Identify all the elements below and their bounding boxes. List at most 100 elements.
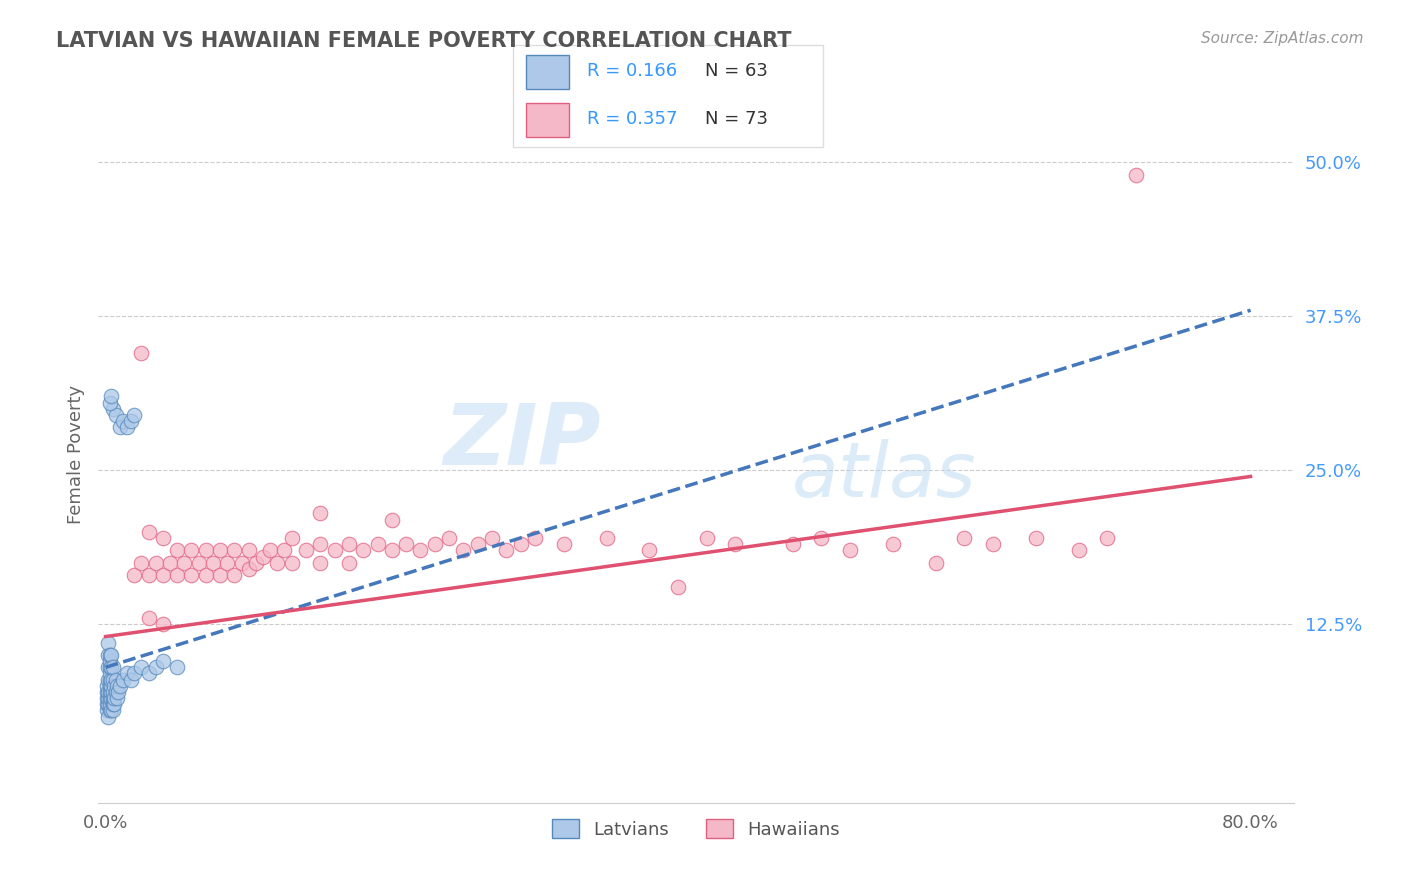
Point <box>423 537 446 551</box>
Point <box>98 648 121 662</box>
Point <box>131 556 153 570</box>
Point <box>104 673 127 687</box>
Point <box>101 691 124 706</box>
Point <box>201 556 224 570</box>
Point <box>97 685 120 699</box>
Point <box>523 531 546 545</box>
Point <box>481 531 503 545</box>
Point <box>259 543 281 558</box>
Point <box>100 389 122 403</box>
Point <box>337 556 360 570</box>
Point <box>1125 168 1147 182</box>
Point <box>100 703 122 717</box>
Text: LATVIAN VS HAWAIIAN FEMALE POVERTY CORRELATION CHART: LATVIAN VS HAWAIIAN FEMALE POVERTY CORRE… <box>56 31 792 51</box>
Point <box>409 543 432 558</box>
Point <box>96 703 118 717</box>
Point <box>323 543 346 558</box>
Point <box>467 537 489 551</box>
Point <box>309 537 332 551</box>
Point <box>266 556 288 570</box>
Point <box>209 543 232 558</box>
Point <box>159 556 181 570</box>
Point <box>100 685 122 699</box>
Point <box>138 611 160 625</box>
Point <box>100 648 122 662</box>
Point <box>238 543 260 558</box>
Point <box>108 420 131 434</box>
Point <box>138 524 160 539</box>
Point <box>122 568 145 582</box>
Y-axis label: Female Poverty: Female Poverty <box>66 385 84 524</box>
Point <box>115 666 138 681</box>
Text: atlas: atlas <box>792 439 976 513</box>
Point <box>122 408 145 422</box>
Point <box>101 698 124 712</box>
Point <box>166 660 188 674</box>
Point <box>98 703 121 717</box>
Point <box>367 537 389 551</box>
Point <box>120 414 142 428</box>
Point <box>103 698 125 712</box>
FancyBboxPatch shape <box>513 45 823 147</box>
Point <box>101 660 124 674</box>
Point <box>925 556 948 570</box>
Point <box>882 537 904 551</box>
Point <box>101 673 124 687</box>
Point <box>509 537 531 551</box>
Point <box>295 543 318 558</box>
Point <box>98 679 121 693</box>
Point <box>115 420 138 434</box>
Point <box>98 698 121 712</box>
Point <box>101 685 124 699</box>
Point <box>97 660 120 674</box>
Point <box>180 568 202 582</box>
Point <box>173 556 195 570</box>
Point <box>152 654 174 668</box>
Point <box>209 568 232 582</box>
Point <box>187 556 209 570</box>
Point <box>103 679 125 693</box>
Point <box>97 673 120 687</box>
Point <box>553 537 575 551</box>
Point <box>724 537 747 551</box>
Point <box>120 673 142 687</box>
Point <box>103 691 125 706</box>
Point <box>98 660 121 674</box>
Point <box>105 679 128 693</box>
Point <box>111 673 134 687</box>
Text: ZIP: ZIP <box>443 400 600 483</box>
Text: R = 0.166: R = 0.166 <box>588 62 678 80</box>
Point <box>309 556 332 570</box>
Point <box>337 537 360 551</box>
Point <box>395 537 418 551</box>
Legend: Latvians, Hawaiians: Latvians, Hawaiians <box>546 812 846 846</box>
Point <box>180 543 202 558</box>
Point <box>104 685 127 699</box>
Point <box>100 660 122 674</box>
Point <box>101 401 124 416</box>
Point <box>782 537 804 551</box>
Point <box>1097 531 1119 545</box>
Text: Source: ZipAtlas.com: Source: ZipAtlas.com <box>1201 31 1364 46</box>
Point <box>224 543 246 558</box>
Point <box>953 531 976 545</box>
Point <box>194 543 217 558</box>
Point <box>217 556 239 570</box>
Point <box>638 543 661 558</box>
Point <box>97 709 120 723</box>
Point <box>104 408 127 422</box>
Point <box>495 543 517 558</box>
Point <box>280 556 302 570</box>
Point <box>352 543 374 558</box>
Point <box>245 556 267 570</box>
Point <box>97 648 120 662</box>
Point <box>108 679 131 693</box>
Point <box>238 562 260 576</box>
Point <box>981 537 1004 551</box>
Point <box>152 531 174 545</box>
Point <box>100 673 122 687</box>
Point <box>810 531 832 545</box>
Point <box>96 679 118 693</box>
Point <box>131 660 153 674</box>
Point <box>97 698 120 712</box>
